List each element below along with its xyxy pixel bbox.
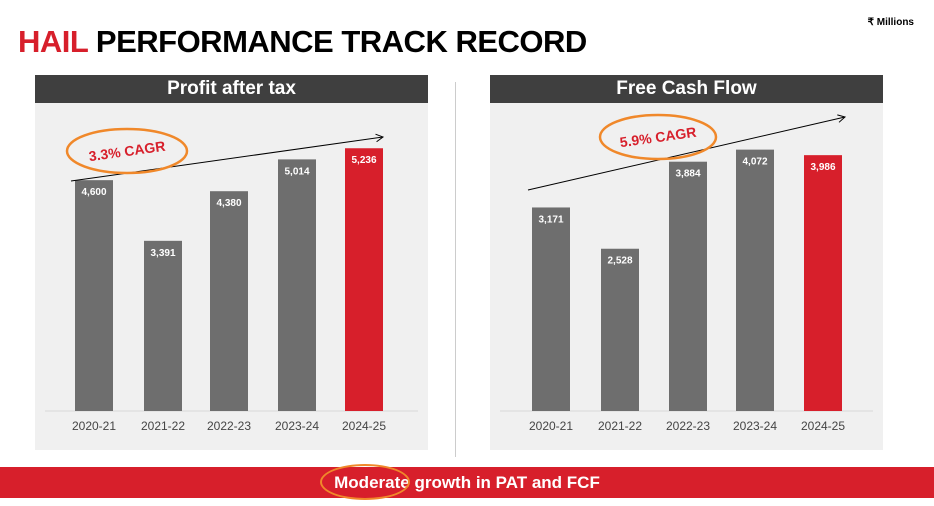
- data-label: 5,014: [284, 166, 309, 177]
- trend-arrow: [527, 116, 846, 191]
- x-tick-label: 2024-25: [801, 419, 845, 433]
- cagr-annotation: 5.9% CAGR: [619, 124, 698, 151]
- highlight-oval: [320, 464, 410, 500]
- x-tick-label: 2023-24: [733, 419, 777, 433]
- chart-svg: 4,600 2020-21 3,391 2021-22 4,380 2022-23 5,01…: [45, 127, 418, 433]
- divider: [455, 82, 456, 457]
- brand-name: HAIL: [18, 24, 88, 59]
- x-tick-label: 2020-21: [72, 419, 116, 433]
- units-label: ₹ Millions: [867, 17, 914, 28]
- pat-chart-panel: Profit after tax 4,600 2020-21 3,391 2021-2…: [35, 75, 428, 450]
- footer-text: growth in PAT and FCF: [409, 473, 600, 492]
- fcf-chart-title: Free Cash Flow: [490, 75, 883, 103]
- bar: [804, 155, 842, 411]
- data-label: 2,528: [607, 256, 632, 267]
- cagr-oval: [65, 127, 189, 175]
- cagr-annotation: 3.3% CAGR: [88, 138, 167, 165]
- bar: [144, 240, 182, 411]
- x-tick-label: 2022-23: [666, 419, 710, 433]
- arrow-head: [375, 133, 385, 143]
- bar: [532, 207, 570, 411]
- pat-chart-title: Profit after tax: [35, 75, 428, 103]
- bar: [601, 248, 639, 411]
- bar: [736, 149, 774, 411]
- arrow-head: [837, 114, 847, 123]
- data-label: 3,171: [538, 214, 563, 225]
- bar: [75, 180, 113, 411]
- bar: [345, 148, 383, 412]
- data-label: 3,986: [810, 162, 835, 173]
- page-title: HAIL PERFORMANCE TRACK RECORD: [18, 24, 587, 60]
- bar: [278, 159, 316, 411]
- x-tick-label: 2024-25: [342, 419, 386, 433]
- title-text: PERFORMANCE TRACK RECORD: [95, 24, 587, 59]
- cagr-oval: [598, 113, 718, 161]
- data-label: 3,884: [675, 169, 700, 180]
- fcf-chart-panel: Free Cash Flow 3,171 2020-21 2,528 2021-22 3…: [490, 75, 883, 450]
- data-label: 4,380: [216, 198, 241, 209]
- data-label: 3,391: [150, 248, 175, 259]
- chart-svg: 3,171 2020-21 2,528 2021-22 3,884 2022-23 4,07…: [500, 113, 873, 433]
- data-label: 5,236: [351, 155, 376, 166]
- bar: [210, 191, 248, 411]
- footer-banner: Moderate growth in PAT and FCF: [0, 464, 934, 500]
- x-tick-label: 2021-22: [598, 419, 642, 433]
- bar: [669, 161, 707, 411]
- x-tick-label: 2021-22: [141, 419, 185, 433]
- x-tick-label: 2020-21: [529, 419, 573, 433]
- data-label: 4,072: [742, 157, 767, 168]
- data-label: 4,600: [81, 187, 106, 198]
- x-tick-label: 2023-24: [275, 419, 319, 433]
- x-tick-label: 2022-23: [207, 419, 251, 433]
